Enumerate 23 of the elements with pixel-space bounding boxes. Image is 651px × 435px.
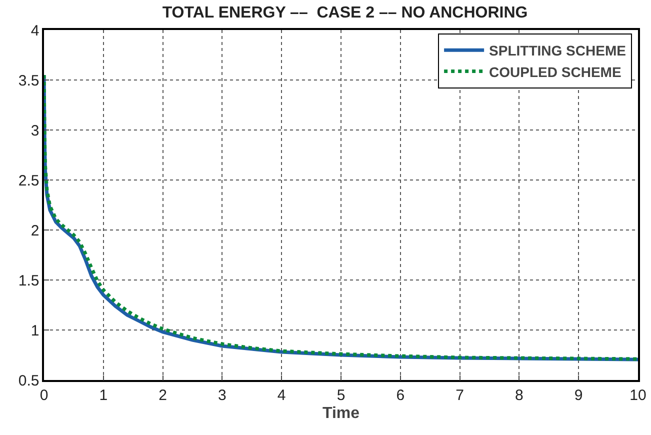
x-tick-label: 8 [515, 386, 524, 404]
x-axis-title: Time [322, 404, 360, 422]
y-tick-label: 2 [30, 222, 40, 240]
y-tick-label: 2.5 [18, 172, 40, 190]
y-tick-label: 3.5 [18, 72, 40, 90]
x-tick-label: 1 [99, 386, 108, 404]
y-tick-label: 3 [30, 122, 40, 140]
legend-label: SPLITTING SCHEME [489, 42, 626, 59]
x-tick-label: 7 [456, 386, 464, 404]
y-tick-label: 1.5 [18, 272, 40, 290]
y-tick-label: 1 [30, 322, 40, 340]
y-tick-label: 0.5 [18, 372, 40, 390]
x-tick-label: 3 [218, 386, 226, 404]
x-tick-label: 9 [574, 386, 583, 404]
x-tick-label: 4 [277, 386, 286, 404]
x-tick-label: 0 [40, 386, 48, 404]
x-tick-label: 6 [396, 386, 405, 404]
legend-label: COUPLED SCHEME [489, 64, 622, 80]
chart-title: TOTAL ENERGY –– CASE 2 –– NO ANCHORING [162, 4, 528, 22]
x-tick-label: 2 [158, 386, 167, 404]
y-tick-label: 4 [30, 22, 40, 40]
x-tick-label: 10 [630, 386, 646, 404]
x-tick-label: 5 [336, 386, 346, 404]
